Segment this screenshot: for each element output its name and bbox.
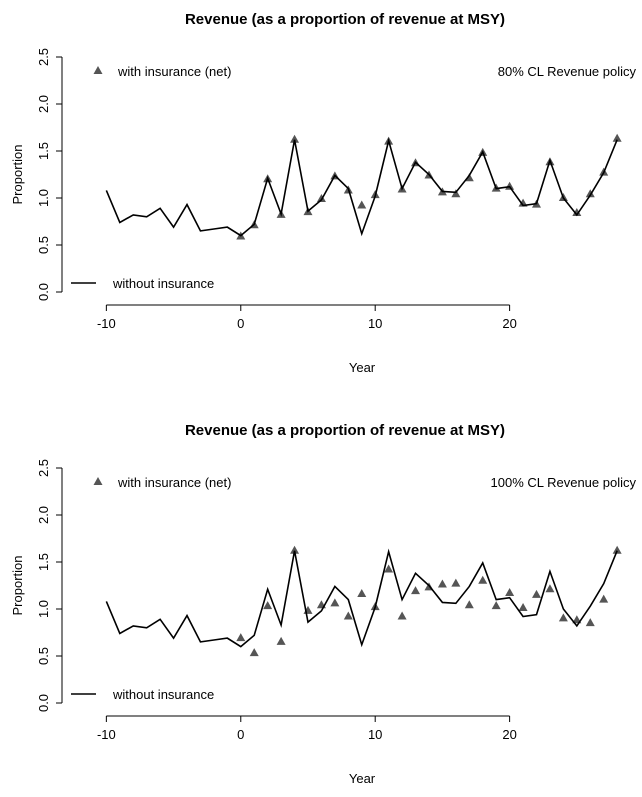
legend-swatch bbox=[93, 66, 103, 74]
triangle-marker bbox=[451, 189, 461, 198]
x-tick-label: 0 bbox=[237, 316, 244, 331]
y-axis-label: Proportion bbox=[10, 145, 25, 205]
legend-label: with insurance (net) bbox=[117, 475, 231, 490]
y-tick-label: 0.0 bbox=[36, 694, 51, 712]
y-tick-label: 2.0 bbox=[36, 95, 51, 113]
triangle-marker bbox=[599, 594, 609, 603]
triangle-marker bbox=[384, 564, 394, 573]
y-tick-label: 0.5 bbox=[36, 647, 51, 665]
x-axis-label: Year bbox=[349, 771, 376, 786]
triangle-marker bbox=[558, 613, 568, 622]
chart-title: Revenue (as a proportion of revenue at M… bbox=[185, 422, 505, 439]
annotation: 100% CL Revenue policy bbox=[491, 475, 637, 490]
triangle-marker bbox=[478, 575, 488, 584]
triangle-marker bbox=[464, 600, 474, 609]
series-line bbox=[105, 137, 618, 237]
triangle-marker bbox=[505, 181, 515, 190]
annotation: 80% CL Revenue policy bbox=[498, 64, 637, 79]
legend-label: without insurance bbox=[112, 687, 214, 702]
triangle-marker bbox=[545, 584, 555, 593]
triangle-marker bbox=[572, 208, 582, 217]
triangle-marker bbox=[236, 633, 246, 642]
triangle-marker bbox=[518, 603, 528, 612]
triangle-marker bbox=[585, 618, 595, 627]
triangle-marker bbox=[290, 545, 300, 554]
x-tick-label: 10 bbox=[368, 727, 382, 742]
triangle-marker bbox=[249, 648, 259, 657]
y-tick-label: 1.0 bbox=[36, 600, 51, 618]
triangle-marker bbox=[290, 134, 300, 143]
y-tick-label: 0.5 bbox=[36, 236, 51, 254]
triangle-marker bbox=[343, 611, 353, 620]
triangle-marker bbox=[357, 588, 367, 597]
y-tick-label: 1.5 bbox=[36, 553, 51, 571]
chart-title: Revenue (as a proportion of revenue at M… bbox=[185, 11, 505, 28]
triangle-marker bbox=[531, 589, 541, 598]
triangle-marker bbox=[451, 578, 461, 587]
y-tick-label: 2.0 bbox=[36, 506, 51, 524]
y-tick-label: 0.0 bbox=[36, 283, 51, 301]
triangle-marker bbox=[316, 193, 326, 202]
x-tick-label: 20 bbox=[502, 727, 516, 742]
legend-swatch bbox=[93, 477, 103, 485]
triangle-marker bbox=[491, 601, 501, 610]
triangle-marker bbox=[505, 588, 515, 597]
x-tick-label: 10 bbox=[368, 316, 382, 331]
triangle-marker bbox=[612, 545, 622, 554]
series-line bbox=[105, 548, 618, 648]
triangle-marker bbox=[437, 579, 447, 588]
x-tick-label: 20 bbox=[502, 316, 516, 331]
triangle-marker bbox=[612, 133, 622, 142]
triangle-marker bbox=[263, 601, 273, 610]
triangle-marker bbox=[411, 586, 421, 595]
triangle-marker bbox=[585, 189, 595, 198]
x-tick-label: -10 bbox=[97, 727, 116, 742]
y-tick-label: 2.5 bbox=[36, 459, 51, 477]
triangle-marker bbox=[357, 200, 367, 209]
x-tick-label: -10 bbox=[97, 316, 116, 331]
triangle-marker bbox=[276, 636, 286, 645]
legend-label: without insurance bbox=[112, 276, 214, 291]
x-tick-label: 0 bbox=[237, 727, 244, 742]
y-tick-label: 1.5 bbox=[36, 142, 51, 160]
y-tick-label: 1.0 bbox=[36, 189, 51, 207]
triangle-marker bbox=[397, 611, 407, 620]
x-axis-label: Year bbox=[349, 360, 376, 375]
y-axis-label: Proportion bbox=[10, 556, 25, 616]
y-tick-label: 2.5 bbox=[36, 48, 51, 66]
triangle-marker bbox=[330, 598, 340, 607]
legend-label: with insurance (net) bbox=[117, 64, 231, 79]
